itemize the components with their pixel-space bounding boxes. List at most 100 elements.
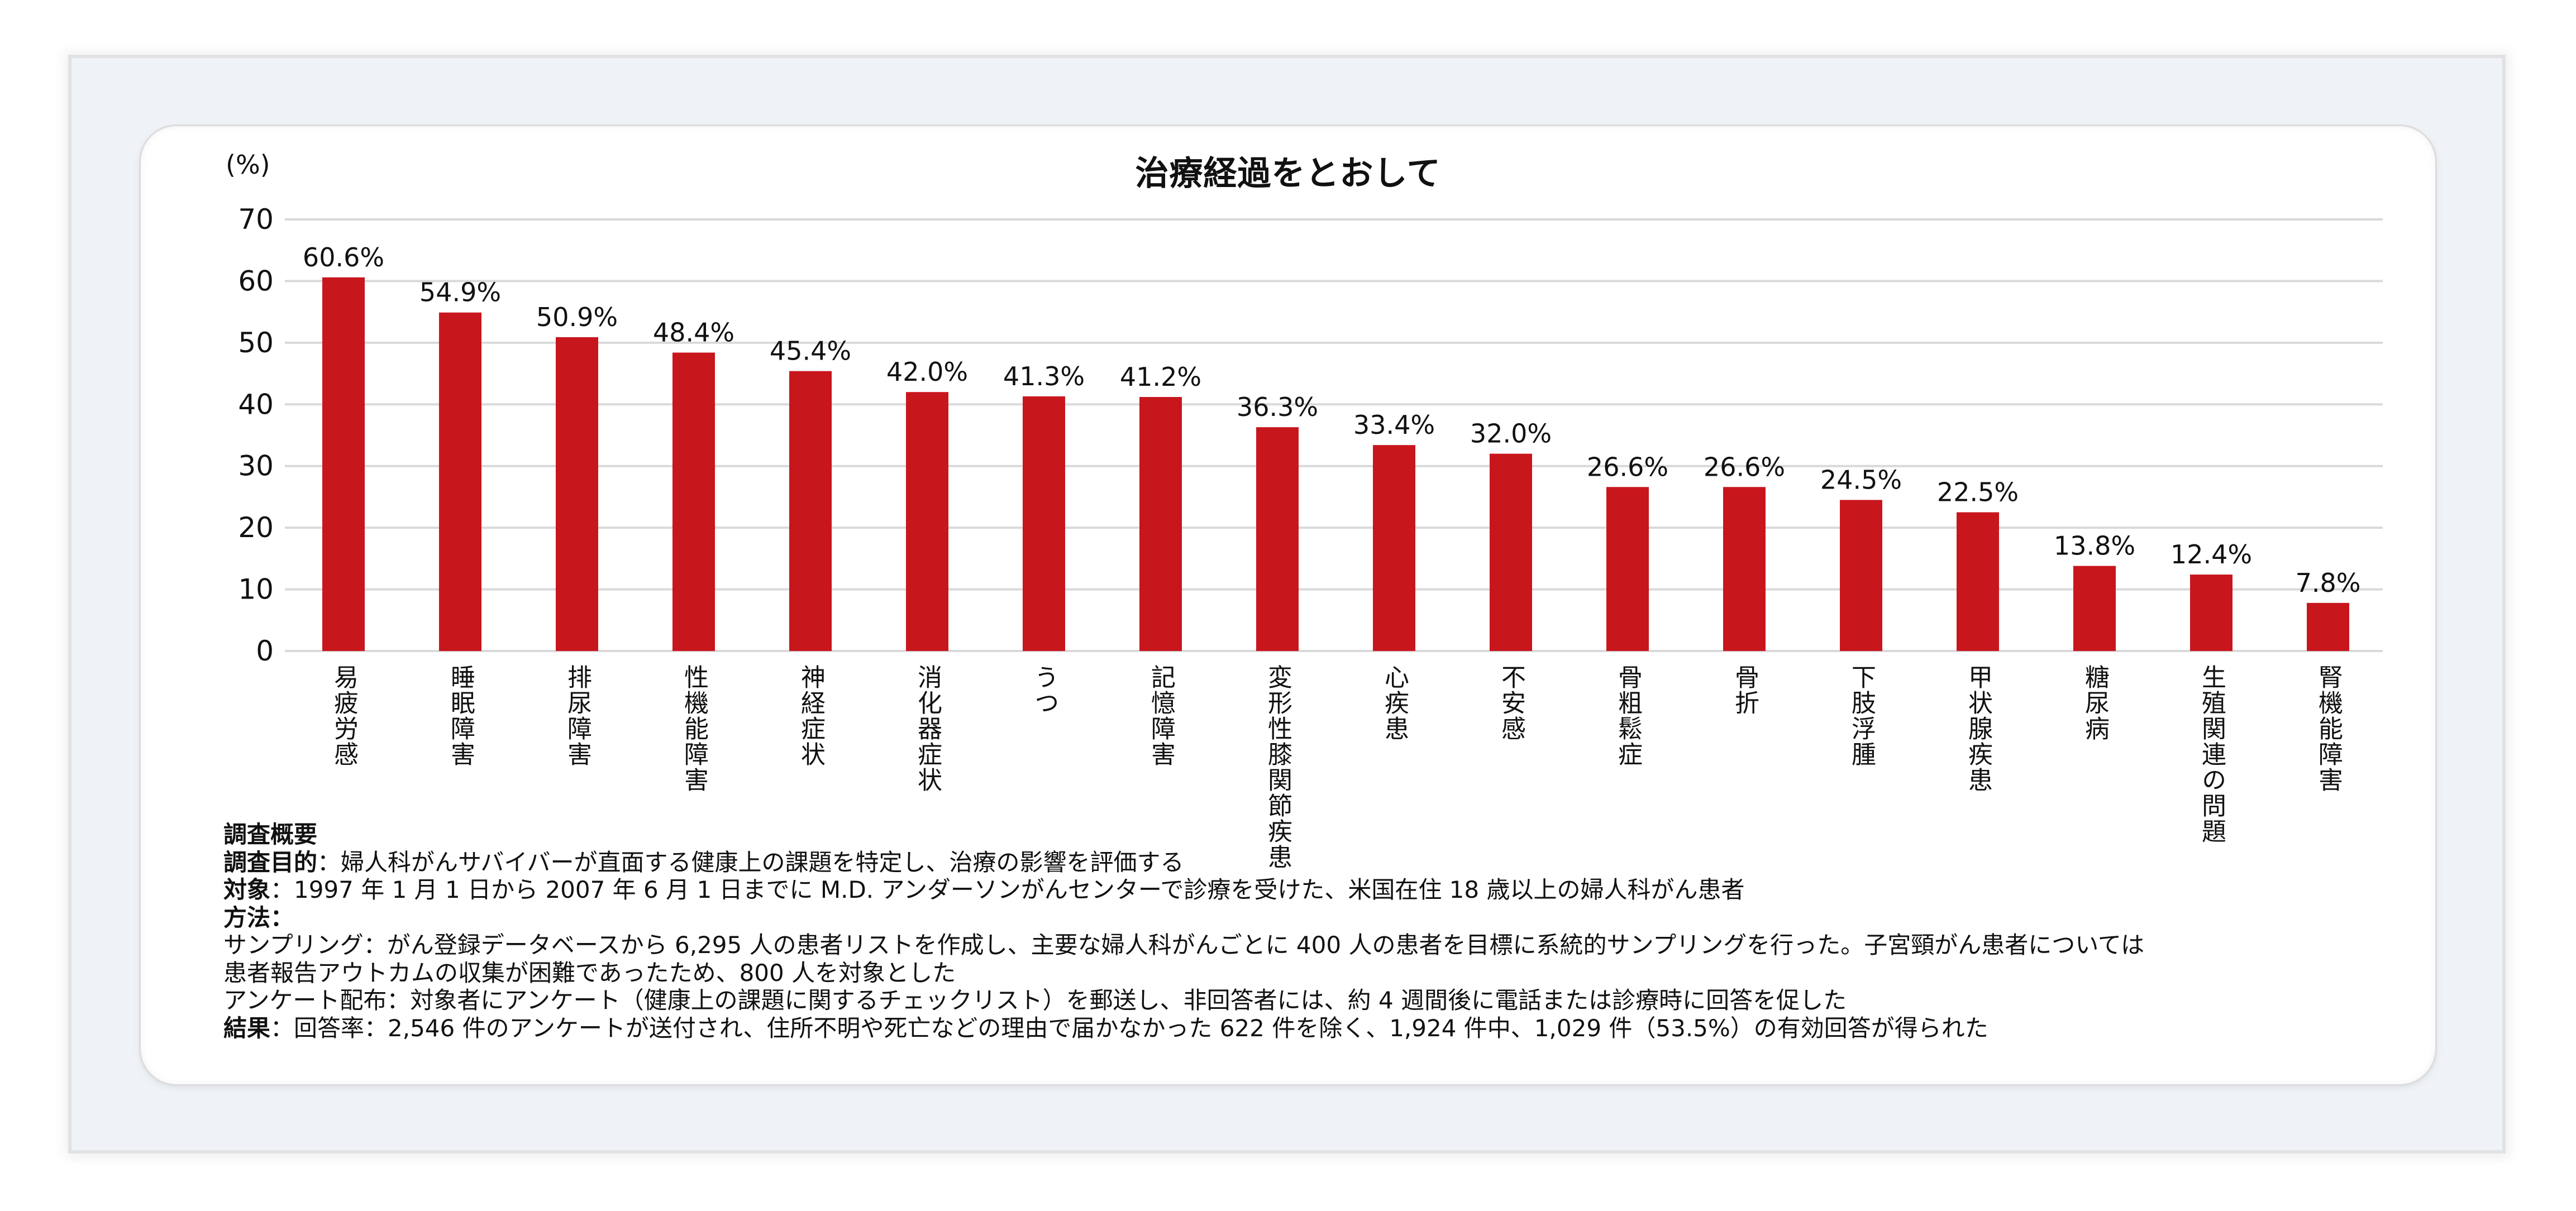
- subject-label: 対象: [223, 876, 271, 903]
- x-tick-label: 易疲労感: [330, 664, 358, 767]
- x-tick-label: 不安感: [1497, 664, 1525, 741]
- x-tick-label-line: 変形性: [1263, 664, 1292, 741]
- x-tick-label-line: 下肢浮腫: [1847, 664, 1876, 767]
- y-tick-label: 40: [238, 388, 274, 420]
- x-tick-label-line: 不安感: [1497, 664, 1525, 741]
- value-label: 42.0%: [886, 357, 968, 387]
- value-label: 26.6%: [1587, 452, 1668, 482]
- y-tick-label: 70: [238, 203, 274, 236]
- x-tick-label: 甲状腺疾患: [1964, 664, 1992, 793]
- x-tick-label: 記憶障害: [1147, 664, 1175, 767]
- x-tick-label-line: 骨折: [1730, 664, 1759, 716]
- bar: [322, 277, 365, 651]
- bar: [1139, 397, 1182, 651]
- y-tick-label: 30: [238, 450, 274, 482]
- x-tick-label-line: 骨粗鬆症: [1614, 664, 1642, 767]
- value-label: 45.4%: [770, 336, 851, 366]
- bar: [1840, 500, 1882, 651]
- bar: [2190, 575, 2232, 651]
- x-tick-label-line: 心疾患: [1380, 664, 1409, 741]
- sampling-line-2: 患者報告アウトカムの収集が困難であったため、800 人を対象とした: [223, 959, 956, 987]
- x-tick-label-line: 膝関節疾患: [1263, 741, 1292, 870]
- y-tick-label: 0: [256, 635, 274, 667]
- x-tick-label-line: 易疲労感: [330, 664, 358, 767]
- bar: [1957, 512, 1999, 651]
- x-tick-label: 下肢浮腫: [1847, 664, 1876, 767]
- value-label: 12.4%: [2170, 539, 2252, 569]
- x-tick-label: 生殖関連の 問題: [2197, 664, 2226, 844]
- x-tick-label-line: 消化器症状: [913, 664, 942, 793]
- bar: [2307, 602, 2349, 651]
- x-tick-label: 糖尿病: [2081, 664, 2109, 741]
- x-tick-label: 排尿障害: [563, 664, 591, 767]
- y-axis-ticks: 0 10 20 30 40 50 60 70: [238, 203, 274, 667]
- bars: [322, 277, 2349, 651]
- purpose-text: ：婦人科がんサバイバーが直面する健康上の課題を特定し、治療の影響を評価する: [317, 848, 1184, 876]
- value-label: 7.8%: [2296, 568, 2361, 598]
- gridlines: [285, 218, 2383, 652]
- x-tick-label-line: 記憶障害: [1147, 664, 1175, 767]
- result-text: ：回答率：2,546 件のアンケートが送付され、住所不明や死亡などの理由で届かな…: [270, 1014, 1988, 1042]
- x-tick-label: 消化器症状: [913, 664, 942, 793]
- bar: [906, 392, 948, 651]
- x-tick-label-line: うつ: [1030, 664, 1058, 716]
- bar: [1606, 487, 1649, 651]
- value-labels: 60.6% 54.9% 50.9% 48.4% 45.4% 42.0% 41.3% 41.2%…: [303, 242, 2361, 598]
- bar: [439, 312, 481, 651]
- survey-summary: 調査概要 調査目的：婦人科がんサバイバーが直面する健康上の課題を特定し、治療の影…: [223, 821, 2144, 1042]
- value-label: 22.5%: [1937, 477, 2019, 508]
- sampling-line-1: サンプリング：がん登録データベースから 6,295 人の患者リストを作成し、主要…: [223, 931, 2145, 959]
- x-tick-label-line: 糖尿病: [2081, 664, 2109, 741]
- y-tick-label: 20: [238, 511, 274, 544]
- x-tick-label-line: 排尿障害: [563, 664, 591, 767]
- value-label: 41.3%: [1003, 361, 1085, 391]
- value-label: 54.9%: [419, 277, 501, 308]
- value-label: 13.8%: [2054, 531, 2135, 561]
- y-axis-unit-label: (%): [226, 150, 270, 180]
- x-tick-label-line: 腎機能障害: [2314, 664, 2343, 793]
- value-label: 41.2%: [1120, 362, 1201, 392]
- x-tick-label: 骨粗鬆症: [1614, 664, 1642, 767]
- x-tick-label: 骨折: [1730, 664, 1759, 716]
- bar: [789, 371, 832, 651]
- value-label: 26.6%: [1704, 452, 1785, 482]
- x-tick-label-line: 甲状腺疾患: [1964, 664, 1992, 793]
- x-tick-label-line: 神経症状: [796, 664, 825, 767]
- y-tick-label: 50: [238, 327, 274, 359]
- value-label: 60.6%: [303, 242, 384, 272]
- bar: [556, 337, 598, 651]
- result-label: 結果: [223, 1014, 271, 1042]
- value-label: 48.4%: [653, 318, 734, 348]
- bar: [1723, 487, 1766, 651]
- bar: [672, 352, 715, 651]
- survey-distribution-line: アンケート配布：対象者にアンケート（健康上の課題に関するチェックリスト）を郵送し…: [223, 987, 1847, 1014]
- bar: [1490, 453, 1532, 651]
- x-tick-label-line: 生殖関連の: [2197, 664, 2226, 793]
- summary-heading: 調査概要: [223, 821, 318, 848]
- value-label: 24.5%: [1820, 465, 1902, 495]
- purpose-label: 調査目的: [223, 848, 318, 876]
- x-tick-label: 変形性 膝関節疾患: [1263, 664, 1292, 870]
- x-tick-label: 腎機能障害: [2314, 664, 2343, 793]
- bar: [1023, 396, 1065, 651]
- bar: [1256, 427, 1299, 651]
- y-tick-label: 60: [238, 265, 274, 297]
- chart-title: 治療経過をとおして: [1135, 154, 1441, 193]
- x-tick-label: 睡眠障害: [446, 664, 475, 767]
- method-label: 方法：: [223, 903, 294, 931]
- value-label: 33.4%: [1353, 410, 1435, 440]
- x-tick-label: 神経症状: [796, 664, 825, 767]
- x-tick-label: うつ: [1030, 664, 1058, 716]
- value-label: 36.3%: [1237, 392, 1318, 422]
- bar: [1373, 445, 1415, 651]
- y-tick-label: 10: [238, 573, 274, 606]
- x-tick-label-line: 問題: [2197, 793, 2226, 844]
- value-label: 50.9%: [536, 302, 618, 332]
- x-tick-label-line: 性機能障害: [680, 664, 708, 793]
- x-tick-label: 性機能障害: [680, 664, 708, 793]
- x-tick-label: 心疾患: [1380, 664, 1409, 741]
- x-tick-label-line: 睡眠障害: [446, 664, 475, 767]
- value-label: 32.0%: [1470, 419, 1552, 449]
- bar: [2073, 566, 2116, 651]
